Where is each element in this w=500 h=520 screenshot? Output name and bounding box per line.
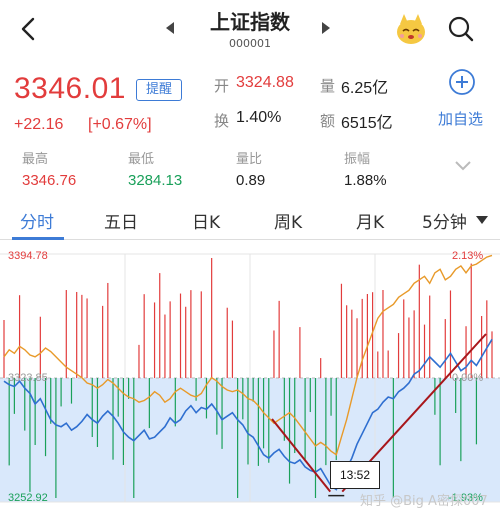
intraday-chart-svg: [0, 253, 500, 503]
price-change-percent: [+0.67%]: [88, 116, 152, 133]
amount-value: 6515亿: [341, 115, 393, 132]
stat-label-low: 最低: [128, 152, 155, 167]
turnover-value: 1.40%: [236, 109, 282, 126]
amount-label: 额: [320, 112, 336, 130]
pct-max-label: 2.13%: [452, 250, 484, 262]
stat-label-high: 最高: [22, 152, 49, 167]
stat-label-volume-ratio: 量比: [236, 152, 263, 167]
watermark: 知乎 @Big A密探007: [360, 494, 488, 509]
mascot-icon[interactable]: [394, 12, 428, 46]
open-value: 3324.88: [236, 74, 294, 91]
add-watchlist-button[interactable]: 加自选: [438, 110, 484, 128]
page-title: 上证指数: [210, 10, 290, 34]
remind-button[interactable]: 提醒: [136, 79, 182, 101]
y-axis-min-label: 3252.92: [8, 492, 48, 504]
app-header: 上证指数 000001: [0, 0, 500, 62]
chevron-down-icon[interactable]: [454, 158, 472, 172]
annotation-line-left: [271, 418, 332, 493]
caret-down-icon[interactable]: [476, 216, 488, 224]
stat-label-amplitude: 振幅: [344, 152, 371, 167]
volume-label: 量: [320, 77, 336, 95]
price-change: +22.16: [14, 116, 64, 133]
tab-five-minute[interactable]: 5分钟: [422, 213, 467, 233]
tab-weekly-k[interactable]: 周K: [274, 213, 303, 233]
back-arrow-icon[interactable]: [14, 14, 44, 44]
search-icon[interactable]: [446, 14, 476, 44]
tab-monthly-k[interactable]: 月K: [356, 213, 385, 233]
prev-close-label: 3323.85: [8, 372, 48, 384]
y-axis-max-label: 3394.78: [8, 250, 48, 262]
tab-five-day[interactable]: 五日: [104, 213, 138, 233]
average-price-line: [3, 254, 493, 456]
time-callout: 13:52: [330, 461, 380, 489]
active-tab-indicator: [12, 237, 64, 240]
stat-value-volume-ratio: 0.89: [236, 172, 266, 189]
stat-value-low: 3284.13: [128, 172, 183, 189]
previous-stock-icon[interactable]: [166, 22, 174, 34]
tab-daily-k[interactable]: 日K: [192, 213, 221, 233]
stock-code: 000001: [229, 37, 271, 50]
chart-tabs: 分时 五日 日K 周K 月K 5分钟: [0, 200, 500, 240]
turnover-label: 换: [214, 112, 230, 130]
tab-intraday[interactable]: 分时: [20, 213, 54, 233]
stat-value-amplitude: 1.88%: [344, 172, 387, 189]
price-line: [3, 338, 493, 491]
intraday-chart[interactable]: [0, 244, 500, 520]
add-watchlist-icon[interactable]: [448, 68, 476, 96]
current-price: 3346.01: [14, 72, 126, 105]
stat-value-high: 3346.76: [22, 172, 77, 189]
prev-close-pct-label: 0.00%: [452, 372, 484, 384]
next-stock-icon[interactable]: [322, 22, 330, 34]
open-label: 开: [214, 77, 230, 95]
pct-min-label: -1.93%: [448, 492, 483, 504]
volume-value: 6.25亿: [341, 80, 389, 97]
